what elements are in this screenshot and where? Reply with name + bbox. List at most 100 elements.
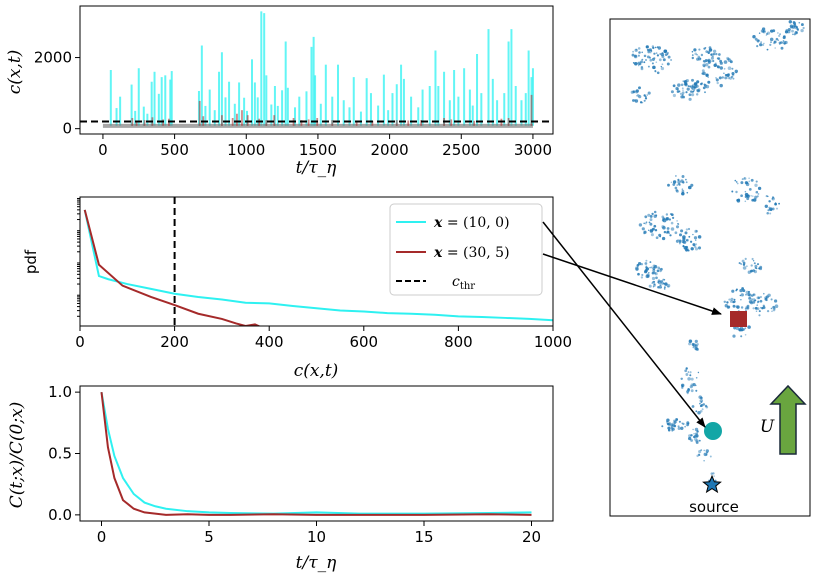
plume-particle: [775, 207, 779, 210]
plume-particle: [661, 225, 665, 229]
plume-particle: [688, 339, 693, 343]
plume-particle: [677, 178, 680, 181]
plume-particle: [736, 182, 739, 185]
plume-particle: [752, 300, 756, 304]
plume-particle: [742, 266, 747, 270]
plume-particle: [740, 293, 744, 297]
ac-x-tick-label-0: 0: [97, 528, 107, 546]
plume-particle: [774, 202, 777, 204]
plume-particle: [663, 288, 666, 290]
autocorrelation-ticks: 0 5 10 15 20 0.0 0.5 1.0: [48, 383, 541, 546]
plume-particle: [694, 239, 697, 241]
plume-particle: [654, 46, 657, 49]
plume-particle: [685, 178, 687, 181]
plume-particle: [758, 32, 761, 34]
plume-particle: [685, 367, 688, 370]
plume-particle: [652, 280, 655, 284]
plume-particle: [653, 52, 656, 55]
plume-particle: [678, 183, 681, 186]
plume-particle: [683, 80, 686, 83]
plume-particle: [746, 194, 750, 198]
plume-particle: [632, 99, 635, 102]
plume-particle: [662, 226, 666, 230]
plume-particle: [731, 71, 735, 76]
plume-particle: [760, 41, 762, 43]
plume-particle: [771, 198, 774, 200]
plume-particle: [735, 288, 738, 291]
plume-particle: [707, 65, 711, 69]
plume-particle: [798, 21, 801, 24]
plume-particle: [723, 60, 728, 64]
plume-particle: [753, 262, 756, 265]
pdf-frame: [79, 196, 554, 327]
plume-particle: [685, 245, 689, 249]
plume-particle: [687, 377, 691, 381]
plume-particle: [649, 222, 653, 226]
plume-particle: [670, 423, 673, 426]
plume-particle: [723, 67, 726, 70]
time-series-frame: [79, 5, 554, 135]
plume-particle: [685, 181, 688, 184]
plume-particle: [653, 283, 656, 286]
plume-particle: [645, 59, 647, 61]
plume-particle: [650, 233, 654, 237]
plume-particle: [693, 432, 695, 435]
plume-particle: [744, 190, 747, 193]
plume-particle: [747, 290, 751, 294]
plume-particle: [735, 305, 739, 308]
plume-particle: [658, 233, 662, 237]
plume-particle: [640, 276, 644, 279]
plume-particle: [697, 371, 700, 374]
plume-particle: [744, 257, 747, 261]
plume-particle: [725, 74, 728, 77]
plume-particle: [712, 49, 717, 53]
plume-particle: [649, 214, 653, 218]
plume-particle: [757, 300, 760, 303]
plume-particle: [638, 86, 641, 90]
pdf-x-tick-label-800: 800: [444, 333, 473, 351]
plume-particle: [672, 93, 676, 98]
plume-particle: [741, 259, 745, 263]
plume-particle: [652, 264, 656, 268]
plume-particle: [645, 267, 650, 271]
plume-particle: [741, 178, 744, 181]
plume-particle: [677, 222, 679, 225]
plume-particle: [762, 304, 765, 307]
plume-particle: [766, 48, 769, 51]
plume-particle: [700, 396, 703, 400]
plume-particle: [753, 269, 757, 274]
ac-x-tick-label-10: 10: [307, 528, 326, 546]
plume-particle: [645, 45, 649, 49]
legend-label-x10-0-lhs: x: [433, 215, 443, 231]
plume-particle: [740, 335, 743, 338]
plume-particle: [700, 403, 704, 407]
plume-particle: [637, 272, 640, 276]
plume-particle: [774, 41, 776, 43]
plume-particle: [644, 262, 648, 265]
annotation-arrow-x30-5: [542, 253, 722, 315]
plume-particle: [689, 374, 692, 377]
plume-particle: [764, 297, 768, 301]
plume-particle: [682, 235, 686, 239]
plume-particle: [694, 339, 698, 343]
plume-particle: [692, 243, 696, 247]
plume-particle: [670, 90, 674, 94]
plume-particle: [682, 245, 685, 248]
annotation-arrow-x10-0: [542, 221, 706, 428]
x-tick-label-1000: 1000: [227, 141, 265, 159]
plume-particle: [690, 247, 694, 251]
plume-particle: [800, 28, 804, 33]
plume-particle: [688, 342, 692, 346]
plume-particle: [787, 27, 791, 32]
plume-particle: [754, 266, 757, 270]
plume-particle: [733, 326, 737, 330]
plume-particle: [688, 93, 692, 97]
plume-particle: [643, 230, 647, 234]
time-series-data: [102, 11, 534, 128]
plume-particle: [661, 425, 664, 428]
plume-particle: [680, 83, 684, 87]
plume-particle: [745, 182, 750, 187]
ac-y-tick-label-1: 1.0: [48, 383, 72, 401]
plume-particle: [727, 73, 730, 76]
plume-particle: [643, 61, 646, 64]
